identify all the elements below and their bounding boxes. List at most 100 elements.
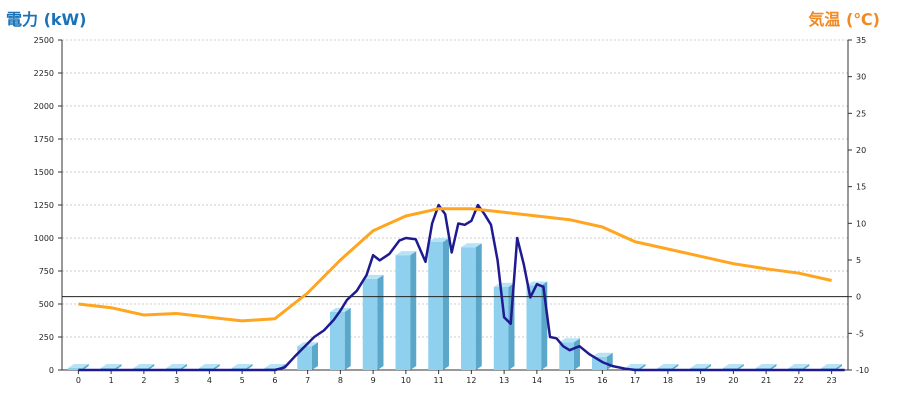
left-axis-title: 電力 (kW) [6, 10, 87, 29]
power-bar [559, 338, 580, 370]
power-bar-front [362, 278, 378, 370]
x-tick-label: 7 [305, 376, 310, 385]
right-axis-title: 気温 (℃) [808, 10, 880, 29]
power-bar-side [377, 274, 384, 370]
x-tick-label: 8 [338, 376, 343, 385]
power-bar [362, 274, 384, 370]
power-bar-top [657, 364, 679, 368]
power-bar-side [639, 364, 646, 370]
power-bar-side [835, 364, 842, 370]
x-tick-label: 10 [401, 376, 411, 385]
x-tick-label: 12 [466, 376, 476, 385]
power-bar-front [428, 241, 443, 370]
power-bar-side [148, 364, 155, 370]
temperature-line [78, 207, 832, 323]
left-tick-label: 1750 [34, 135, 54, 144]
power-bar-top [592, 352, 613, 357]
power-bar-front [559, 342, 574, 370]
left-tick-label: 2250 [34, 69, 54, 78]
power-bar [297, 342, 318, 370]
left-tick-label: 750 [39, 267, 54, 276]
right-tick-label: 20 [856, 146, 866, 155]
power-bar-top [723, 364, 744, 368]
right-tick-label: -5 [856, 329, 864, 338]
right-tick-label: 25 [856, 109, 866, 118]
power-bar-side [410, 251, 417, 370]
x-tick-label: 19 [696, 376, 706, 385]
power-bar-side [82, 364, 89, 370]
power-bar-side [672, 364, 679, 370]
power-bar-side [344, 307, 351, 370]
power-bar [493, 282, 515, 370]
power-bar-top [559, 338, 580, 343]
x-tick-label: 18 [663, 376, 673, 385]
x-tick-label: 14 [532, 376, 542, 385]
power-bar [330, 307, 351, 370]
left-tick-label: 1000 [34, 234, 54, 243]
power-bar-top [231, 364, 253, 368]
power-bar-front [395, 255, 411, 370]
power-bar-top [362, 274, 384, 279]
power-bar-top [755, 364, 777, 368]
power-bar-front [461, 247, 476, 370]
right-tick-label: -10 [856, 366, 869, 375]
x-tick-label: 17 [630, 376, 640, 385]
x-tick-label: 15 [565, 376, 575, 385]
power-bar-front [592, 356, 607, 370]
power-bar-top [428, 237, 449, 242]
power-bar-top [264, 364, 286, 368]
right-tick-label: 0 [856, 293, 861, 302]
x-tick-label: 0 [76, 376, 81, 385]
power-bar-top [166, 364, 187, 368]
power-bar-front [526, 285, 542, 370]
power-bar-top [821, 364, 842, 368]
power-bar-side [803, 364, 810, 370]
power-bar-side [115, 364, 122, 370]
power-bar-side [704, 364, 711, 370]
x-tick-label: 5 [240, 376, 245, 385]
x-tick-label: 1 [109, 376, 114, 385]
power-bar [461, 243, 482, 370]
power-bar-side [737, 364, 744, 370]
power-line [78, 203, 845, 372]
power-bar-top [199, 364, 220, 368]
power-bar-top [133, 364, 155, 368]
right-tick-label: 10 [856, 219, 866, 228]
power-bar-top [690, 364, 711, 368]
power-bar-front [68, 368, 83, 370]
x-tick-label: 9 [371, 376, 376, 385]
x-tick-label: 13 [499, 376, 509, 385]
left-tick-label: 2500 [34, 36, 54, 45]
right-tick-label: 5 [856, 256, 861, 265]
right-tick-label: 30 [856, 73, 866, 82]
right-tick-label: 35 [856, 36, 866, 45]
power-bar [428, 237, 449, 370]
power-bar-top [68, 364, 89, 368]
power-bar-side [213, 364, 220, 370]
power-bar-top [100, 364, 122, 368]
x-tick-label: 20 [728, 376, 738, 385]
x-tick-label: 4 [207, 376, 212, 385]
power-bar-side [442, 237, 449, 370]
power-bar-top [461, 243, 482, 248]
power-bar-top [624, 364, 646, 368]
x-tick-label: 16 [597, 376, 607, 385]
power-bar [395, 251, 417, 370]
left-tick-label: 2000 [34, 102, 54, 111]
x-tick-label: 23 [827, 376, 837, 385]
left-tick-label: 500 [39, 300, 54, 309]
x-tick-label: 11 [434, 376, 444, 385]
power-bar-top [395, 251, 417, 256]
power-bar-side [311, 342, 318, 370]
power-bar-top [493, 282, 515, 287]
power-bar-side [246, 364, 253, 370]
x-tick-label: 6 [272, 376, 277, 385]
power-bar-front [297, 346, 312, 370]
x-tick-label: 21 [761, 376, 771, 385]
left-tick-label: 1500 [34, 168, 54, 177]
power-bar [68, 364, 89, 370]
power-bar-top [788, 364, 810, 368]
x-tick-label: 3 [174, 376, 179, 385]
x-tick-label: 2 [141, 376, 146, 385]
